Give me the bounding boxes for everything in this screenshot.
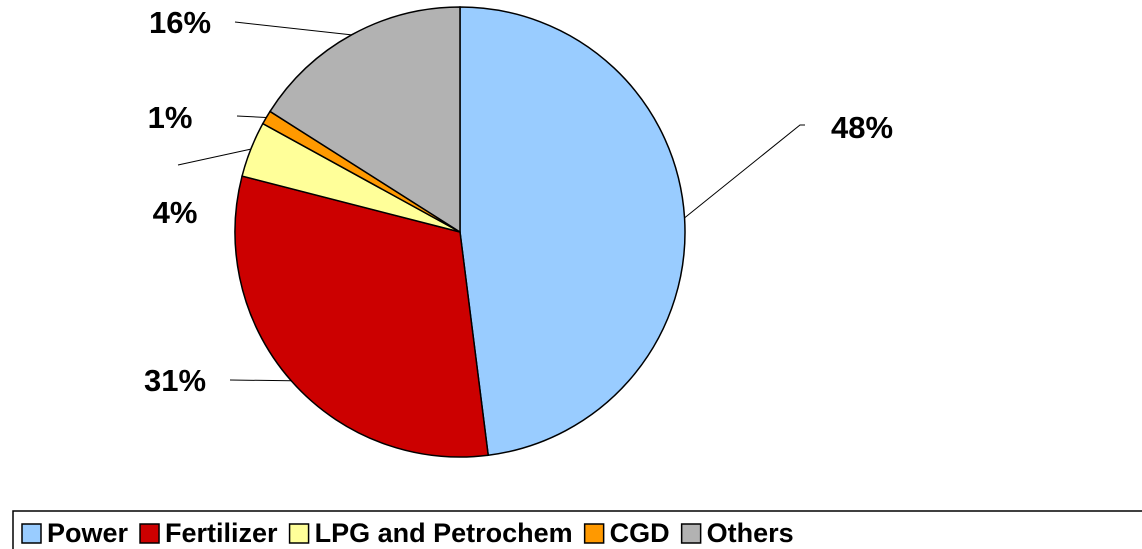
legend-swatch	[288, 523, 310, 544]
legend-swatch	[680, 523, 702, 544]
legend-swatch	[21, 523, 42, 544]
legend-label: Others	[707, 518, 794, 548]
data-label: 31%	[144, 363, 206, 398]
pie-slice	[459, 6, 686, 457]
legend-label: LPG and Petrochem	[315, 518, 573, 548]
pie-slice	[268, 6, 461, 234]
leader-line	[177, 148, 251, 166]
pie-slice	[234, 175, 490, 458]
legend-swatch	[583, 523, 605, 544]
leader-line	[229, 379, 292, 382]
legend-label: Power	[47, 518, 129, 548]
legend-label: CGD	[610, 518, 670, 548]
leader-line	[684, 124, 805, 219]
data-label: 48%	[831, 110, 893, 145]
legend-label: Fertilizer	[165, 518, 278, 548]
data-label: 1%	[148, 100, 193, 135]
legend-box	[12, 510, 1142, 549]
leader-line	[234, 21, 352, 36]
leader-line	[236, 115, 267, 118]
legend-swatch	[139, 523, 160, 544]
data-label: 16%	[149, 5, 211, 40]
data-label: 4%	[153, 195, 198, 230]
